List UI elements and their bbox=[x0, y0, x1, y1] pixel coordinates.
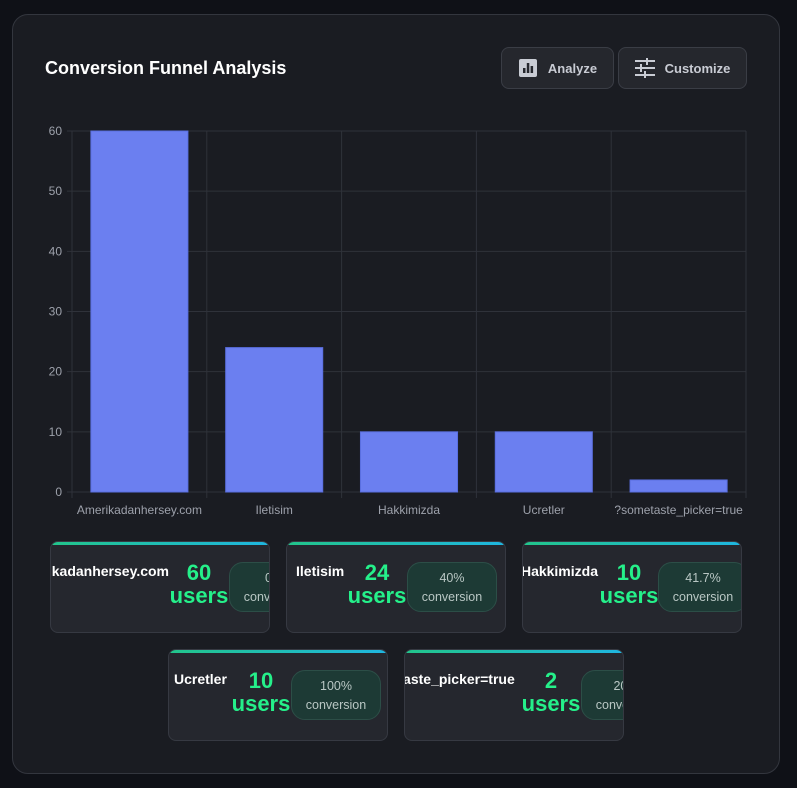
count-value: 2 bbox=[544, 668, 558, 693]
x-tick-label: Hakkimizda bbox=[378, 503, 440, 517]
count-value: 10 bbox=[616, 560, 642, 585]
funnel-step-card: ?sometaste_picker=true2users20%conversio… bbox=[404, 649, 624, 741]
y-tick-label: 0 bbox=[55, 485, 62, 499]
y-tick-label: 10 bbox=[49, 425, 63, 439]
funnel-step-card: Ucretler 10 users 100% conversion bbox=[168, 649, 388, 741]
conversion-label: conversion bbox=[305, 698, 367, 712]
count-unit: users bbox=[599, 583, 659, 608]
conversion-badge: 0% conversion bbox=[229, 562, 270, 612]
funnel-step-card: Amerikadanhersey.com60users0%conversion bbox=[50, 541, 270, 633]
x-tick-label: Ucretler bbox=[523, 503, 565, 517]
conversion-rate: 100% bbox=[320, 679, 352, 693]
conversion-badge: 40% conversion bbox=[407, 562, 497, 612]
analyze-label: Analyze bbox=[547, 60, 598, 76]
x-tick-label: ?sometaste_picker=true bbox=[614, 503, 743, 517]
y-tick-label: 30 bbox=[49, 305, 63, 319]
step-label: ?sometaste_picker=true bbox=[404, 671, 515, 687]
conversion-label: conversion bbox=[421, 590, 483, 604]
sliders-icon bbox=[634, 58, 655, 78]
analyze-button[interactable]: Analyze bbox=[501, 47, 614, 89]
customize-label: Customize bbox=[664, 60, 731, 76]
conversion-rate: 20% bbox=[613, 679, 623, 693]
count-unit: users bbox=[521, 691, 581, 716]
funnel-bar-chart: 0 10 20 30 40 50 60 Amerikadanhersey.com Iletisi… bbox=[49, 124, 747, 517]
step-user-count: 24 users bbox=[337, 561, 417, 607]
step-user-count: 60 users bbox=[159, 561, 239, 607]
step-user-count: 10 users bbox=[221, 669, 301, 715]
customize-button[interactable]: Customize bbox=[618, 47, 747, 89]
conversion-label: conversion bbox=[243, 590, 270, 604]
step-user-count: 2 users bbox=[511, 669, 591, 715]
y-tick-label: 50 bbox=[49, 184, 63, 198]
y-tick-label: 40 bbox=[49, 244, 63, 258]
conversion-rate: 40% bbox=[439, 571, 465, 585]
count-unit: users bbox=[231, 691, 291, 716]
conversion-label: conversion bbox=[595, 698, 623, 712]
y-tick-label: 60 bbox=[49, 124, 63, 138]
conversion-badge: 100% conversion bbox=[291, 670, 381, 720]
count-value: 60 bbox=[186, 560, 212, 585]
step-label: Amerikadanhersey.com bbox=[51, 563, 169, 579]
x-tick-label: Iletisim bbox=[256, 503, 293, 517]
funnel-step-card: Iletisim 24 users 40% conversion bbox=[286, 541, 506, 633]
conversion-label: conversion bbox=[672, 590, 734, 604]
count-value: 24 bbox=[364, 560, 390, 585]
bar bbox=[494, 431, 593, 493]
step-label: Hakkimizda bbox=[522, 563, 598, 579]
count-unit: users bbox=[347, 583, 407, 608]
bar bbox=[90, 130, 189, 493]
funnel-step-card: Hakkimizda 10 users 41.7% conversion bbox=[522, 541, 742, 633]
bar-chart-icon bbox=[518, 58, 538, 78]
bar bbox=[225, 347, 324, 493]
page-title: Conversion Funnel Analysis bbox=[45, 58, 287, 78]
step-user-count: 10 users bbox=[589, 561, 669, 607]
conversion-rate: 0% bbox=[230, 569, 269, 588]
conversion-badge: 41.7% conversion bbox=[658, 562, 741, 612]
x-tick-label: Amerikadanhersey.com bbox=[77, 503, 202, 517]
conversion-rate: 41.7% bbox=[685, 571, 721, 585]
y-tick-label: 20 bbox=[49, 365, 63, 379]
count-value: 10 bbox=[248, 668, 274, 693]
step-label: Ucretler bbox=[174, 671, 227, 687]
step-label: Iletisim bbox=[296, 563, 345, 579]
count-unit: users bbox=[169, 583, 229, 608]
conversion-badge: 20% conversion bbox=[581, 670, 623, 720]
bar bbox=[629, 479, 728, 493]
bar bbox=[359, 431, 459, 493]
